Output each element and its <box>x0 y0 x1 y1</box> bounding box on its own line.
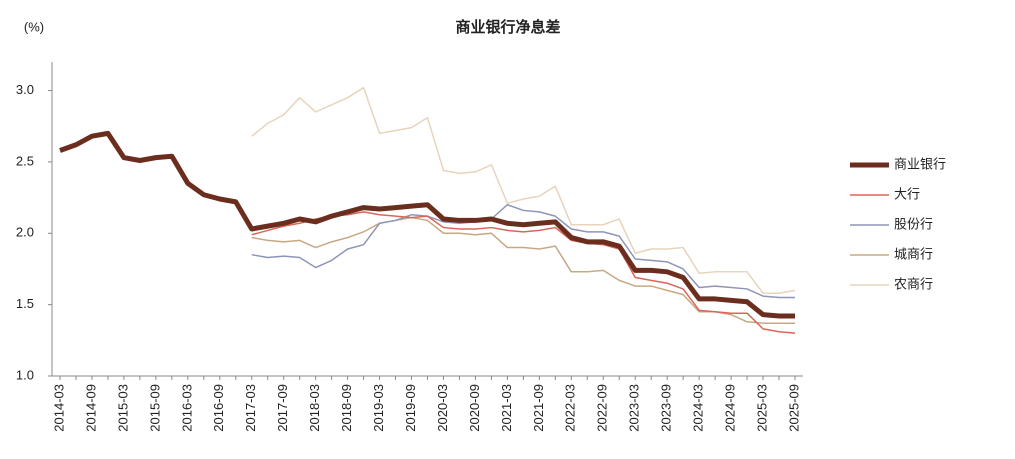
x-tick-label: 2020-09 <box>467 384 482 432</box>
legend-label: 商业银行 <box>894 156 946 171</box>
x-tick-label: 2024-09 <box>723 384 738 432</box>
x-tick-label: 2016-09 <box>211 384 226 432</box>
y-tick-label: 3.0 <box>16 82 34 97</box>
y-tick-label: 1.5 <box>16 296 34 311</box>
legend-label: 农商行 <box>894 276 933 291</box>
series-line <box>251 203 796 299</box>
legend-label: 城商行 <box>894 246 933 261</box>
x-tick-label: 2017-03 <box>243 384 258 432</box>
y-tick-label: 2.5 <box>16 153 34 168</box>
x-tick-label: 2023-03 <box>627 384 642 432</box>
y-unit: (%) <box>24 19 44 34</box>
x-tick-label: 2025-03 <box>754 384 769 432</box>
x-tick-label: 2022-09 <box>595 384 610 432</box>
x-tick-label: 2018-09 <box>339 384 354 432</box>
x-tick-label: 2015-03 <box>115 384 130 432</box>
y-tick-label: 1.0 <box>16 367 34 382</box>
x-tick-label: 2020-03 <box>435 384 450 432</box>
x-tick-label: 2015-09 <box>147 384 162 432</box>
x-tick-label: 2024-03 <box>691 384 706 432</box>
x-tick-label: 2025-09 <box>786 384 801 432</box>
series-line <box>59 130 796 319</box>
x-tick-label: 2021-03 <box>499 384 514 432</box>
legend-label: 股份行 <box>894 216 933 231</box>
y-tick-label: 2.0 <box>16 225 34 240</box>
x-tick-label: 2019-09 <box>403 384 418 432</box>
chart-title: 商业银行净息差 <box>455 18 560 36</box>
x-tick-label: 2022-03 <box>563 384 578 432</box>
series-line <box>251 86 796 294</box>
x-tick-label: 2016-03 <box>179 384 194 432</box>
legend-label: 大行 <box>894 186 920 201</box>
x-tick-label: 2017-09 <box>275 384 290 432</box>
x-tick-label: 2014-03 <box>51 384 66 432</box>
x-tick-label: 2021-09 <box>531 384 546 432</box>
x-tick-label: 2019-03 <box>371 384 386 432</box>
series-line <box>251 216 796 324</box>
x-tick-label: 2023-09 <box>659 384 674 432</box>
x-tick-label: 2014-09 <box>83 384 98 432</box>
x-tick-label: 2018-03 <box>307 384 322 432</box>
